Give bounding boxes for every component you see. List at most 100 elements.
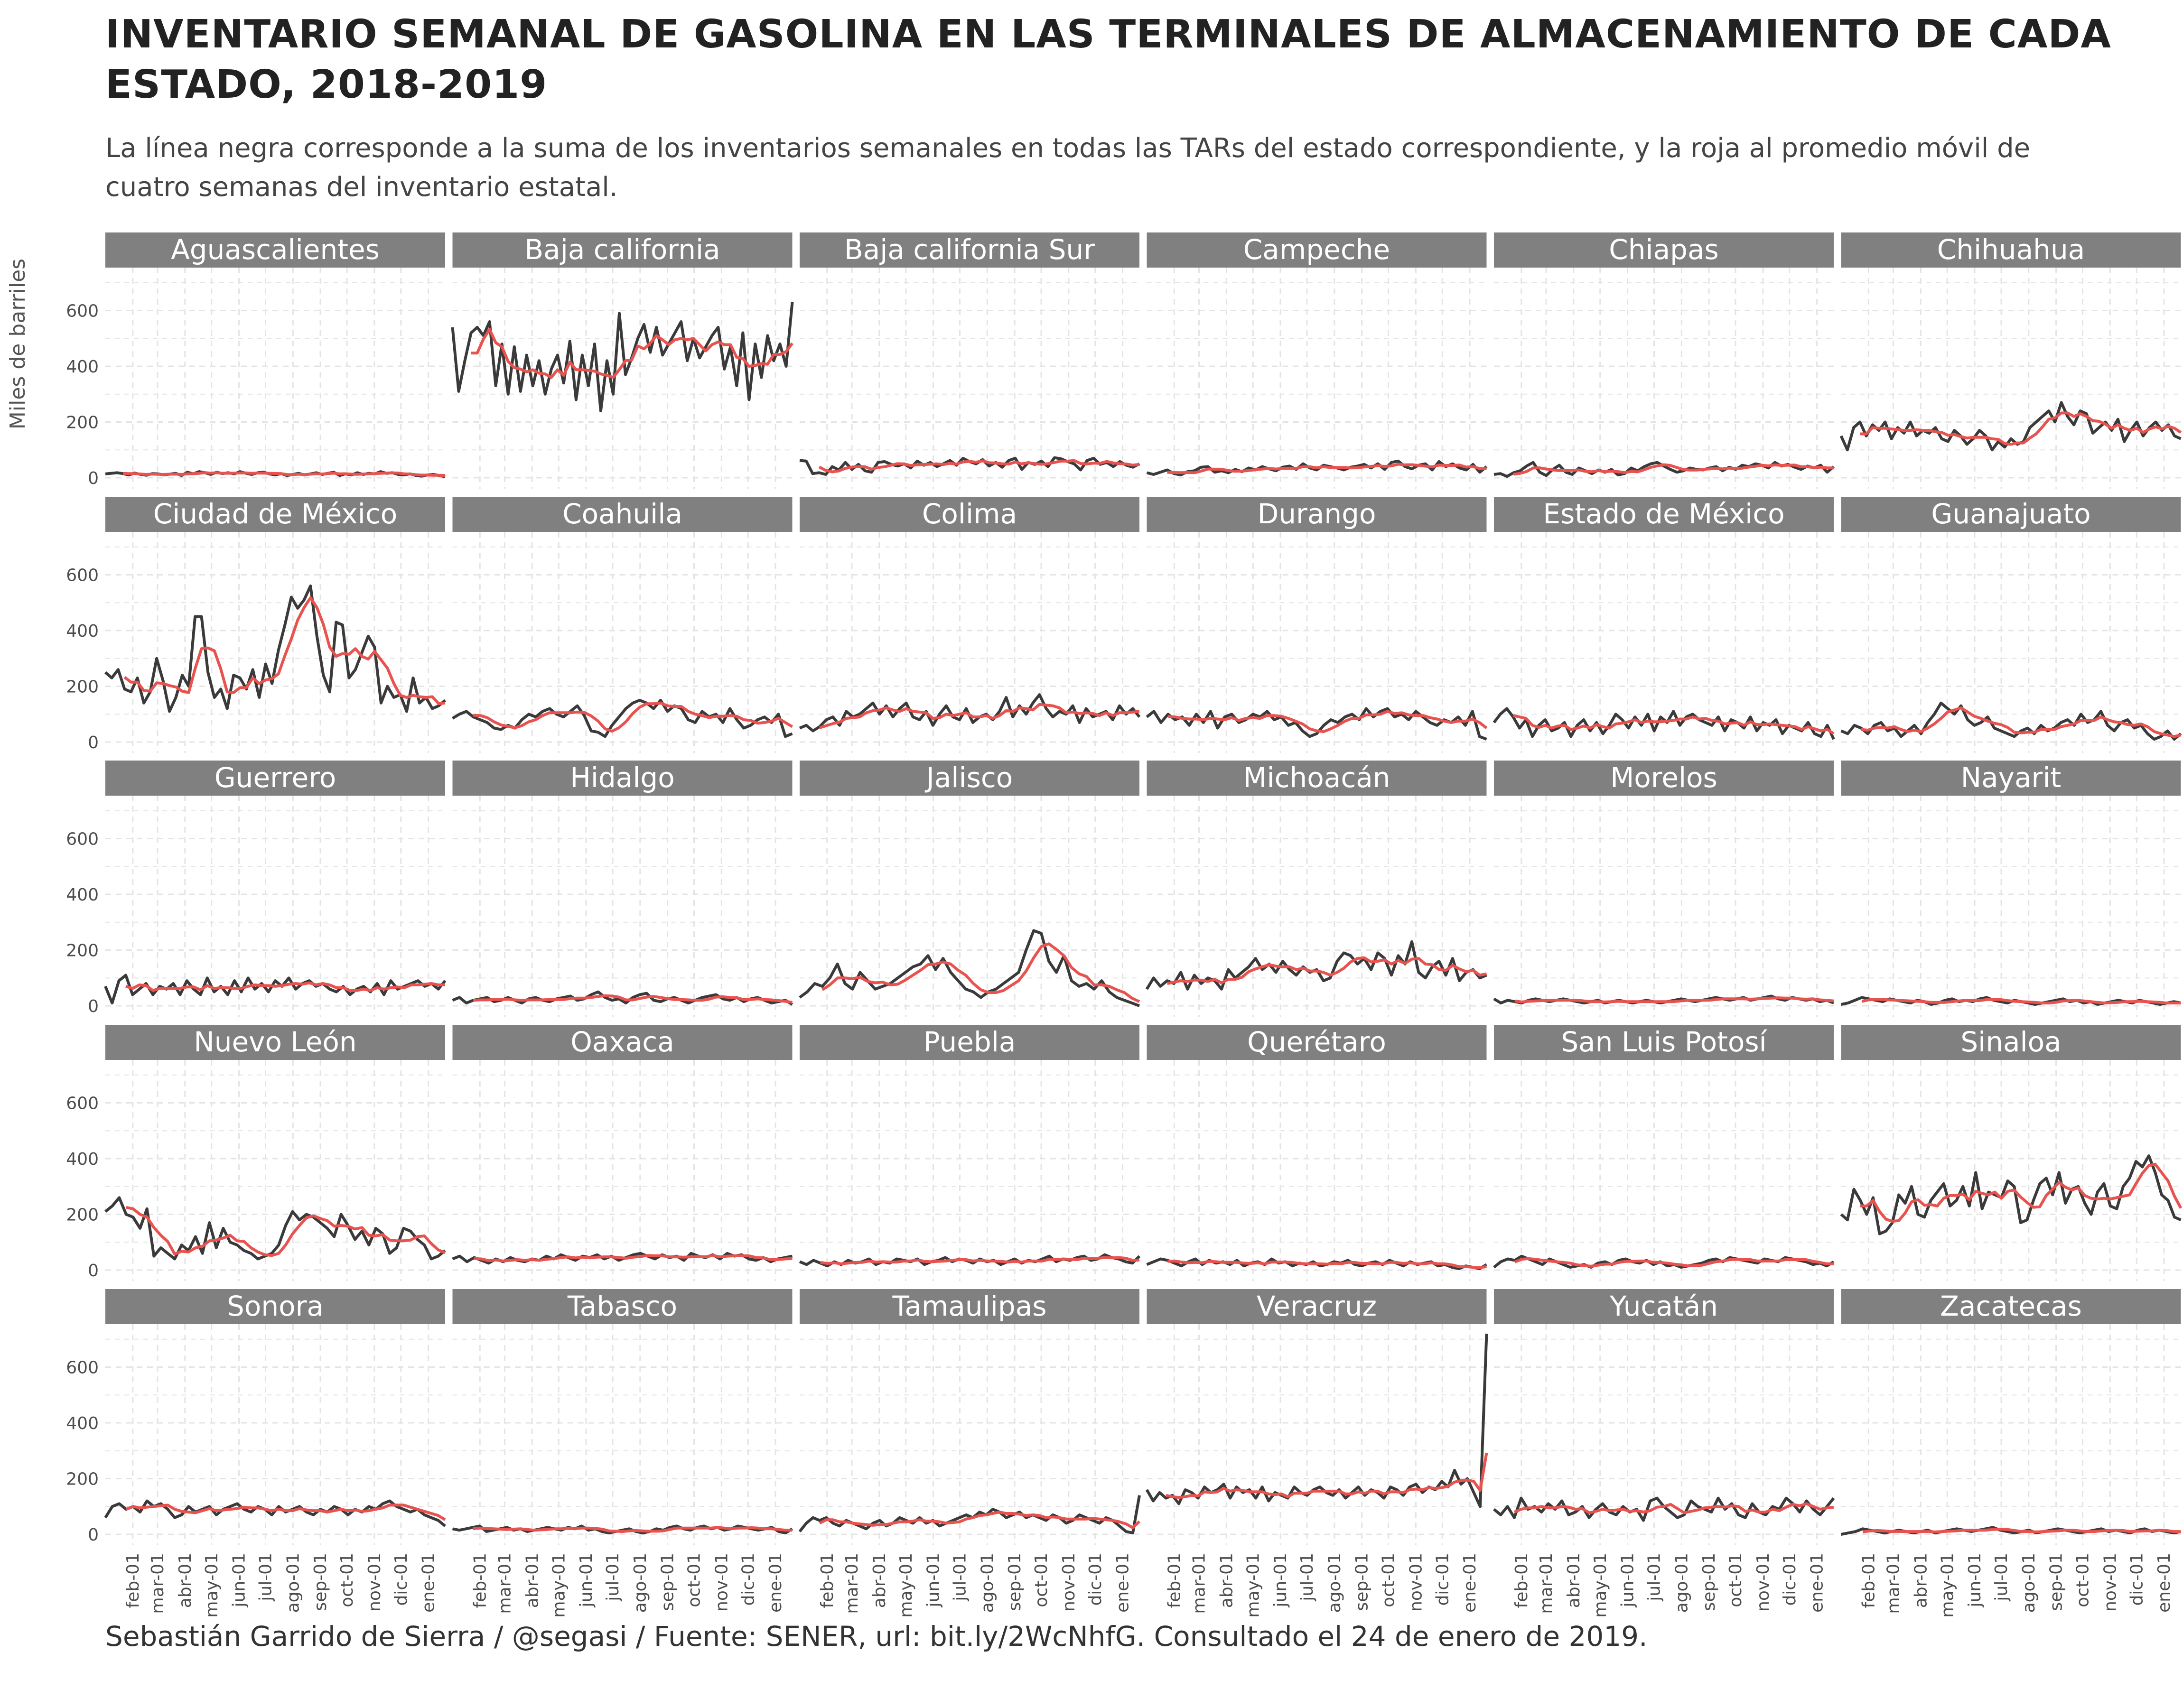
- x-tick-label: sep-01: [1353, 1553, 1372, 1611]
- x-tick-label: jul-01: [1992, 1553, 2011, 1602]
- facet-panel: Aguascalientes 0 200 400 600: [66, 232, 446, 489]
- y-tick-label: 600: [66, 1094, 99, 1114]
- facet-strip-label: Sinaloa: [1960, 1026, 2061, 1058]
- facet-strip-label: Querétaro: [1247, 1026, 1386, 1058]
- x-tick-label: abr-01: [1217, 1553, 1236, 1608]
- x-tick-label: mar-01: [1884, 1553, 1903, 1614]
- y-tick-label: 0: [88, 469, 99, 488]
- x-tick-label: ago-01: [1325, 1553, 1344, 1613]
- x-tick-label: feb-01: [123, 1553, 143, 1608]
- moving-average-line: [125, 1504, 446, 1521]
- facet-strip-label: Guerrero: [215, 761, 336, 794]
- facet-strip: [1841, 497, 2181, 532]
- x-tick-label: sep-01: [1005, 1553, 1025, 1611]
- facet-strip-label: Colima: [922, 498, 1017, 530]
- facet-panel: Coahuila: [451, 497, 793, 753]
- facet-panel: Yucatán feb-01 mar-01 abr-01 may-01 jun-01 jul…: [1493, 1289, 1835, 1618]
- x-tick-label: ago-01: [2019, 1553, 2039, 1613]
- x-tick-label: nov-01: [2100, 1553, 2120, 1612]
- facet-strip: [452, 761, 793, 796]
- facet-panel: Sonora 0 200 400 600 feb-01 mar-01 abr-01 may-01…: [66, 1289, 446, 1618]
- facet-strip-label: Ciudad de México: [153, 498, 397, 530]
- x-tick-label: dic-01: [392, 1553, 411, 1606]
- facet-strip-label: Oaxaca: [570, 1026, 674, 1058]
- facet-strip: [1147, 232, 1487, 268]
- facet-panel: Hidalgo: [452, 761, 793, 1017]
- facet-strip-label: Guanajuato: [1931, 498, 2090, 530]
- facet-panel: Tamaulipas feb-01 mar-01 abr-01 may-01 jun-01…: [798, 1289, 1141, 1618]
- y-tick-label: 200: [66, 941, 99, 961]
- moving-average-line: [122, 471, 446, 477]
- x-tick-label: dic-01: [2127, 1553, 2146, 1606]
- facet-panel: Guerrero 0 200 400 600: [66, 761, 447, 1017]
- x-tick-label: feb-01: [1512, 1553, 1531, 1608]
- moving-average-line: [1514, 996, 1834, 1003]
- facet-strip: [800, 761, 1139, 796]
- weekly-inventory-line: [799, 929, 1140, 1007]
- facet-strip-label: Baja california: [524, 233, 720, 266]
- moving-average-line: [471, 328, 793, 379]
- moving-average-line: [125, 981, 445, 992]
- facet-strip: [452, 497, 793, 532]
- x-tick-label: dic-01: [1433, 1553, 1452, 1606]
- facet-strip: [1147, 761, 1487, 796]
- x-tick-label: feb-01: [470, 1553, 490, 1608]
- y-tick-label: 600: [66, 1358, 99, 1378]
- y-tick-label: 600: [66, 302, 99, 321]
- facet-strip: [800, 1025, 1139, 1060]
- facet-panel: Querétaro: [1146, 1025, 1488, 1281]
- facet-strip-label: Aguascalientes: [171, 233, 380, 266]
- x-tick-label: mar-01: [148, 1553, 168, 1614]
- weekly-inventory-line: [1839, 401, 2182, 452]
- y-axis-label: Miles de barriles: [6, 259, 30, 429]
- weekly-inventory-line: [1146, 707, 1487, 741]
- facet-panel: Chihuahua: [1839, 232, 2182, 489]
- facet-panel: Colima: [799, 497, 1141, 753]
- facet-strip-label: Jalisco: [925, 761, 1013, 794]
- facet-panel: Campeche: [1146, 232, 1488, 489]
- y-tick-label: 0: [88, 1525, 99, 1545]
- x-tick-label: may-01: [202, 1553, 222, 1618]
- moving-average-line: [1862, 1528, 2181, 1533]
- x-tick-label: jun-01: [577, 1553, 596, 1607]
- weekly-inventory-line: [1840, 701, 2182, 741]
- facet-strip: [105, 497, 445, 532]
- x-tick-label: abr-01: [1564, 1553, 1584, 1608]
- facet-strip-label: Chihuahua: [1937, 233, 2085, 266]
- x-tick-label: nov-01: [712, 1553, 731, 1612]
- facet-panel: Puebla: [799, 1025, 1141, 1281]
- facet-strip-label: Tabasco: [567, 1290, 677, 1322]
- x-tick-label: may-01: [1591, 1553, 1610, 1618]
- weekly-inventory-line: [1493, 707, 1835, 740]
- moving-average-line: [473, 994, 793, 1004]
- x-tick-label: jul-01: [1644, 1553, 1664, 1602]
- y-tick-label: 200: [66, 1206, 99, 1225]
- x-tick-label: ene-01: [1460, 1553, 1480, 1613]
- facet-strip-label: Morelos: [1610, 761, 1717, 794]
- y-tick-label: 400: [66, 1414, 99, 1433]
- moving-average-line: [819, 1511, 1141, 1529]
- moving-average-line: [1166, 956, 1487, 985]
- x-tick-label: jul-01: [950, 1553, 970, 1602]
- x-tick-label: nov-01: [1059, 1553, 1079, 1612]
- y-tick-label: 400: [66, 622, 99, 641]
- x-tick-label: ago-01: [283, 1553, 303, 1613]
- facet-panel: San Luis Potosí: [1493, 1025, 1835, 1281]
- x-tick-label: may-01: [1938, 1553, 1957, 1618]
- x-tick-label: ago-01: [978, 1553, 997, 1613]
- moving-average-line: [1512, 714, 1835, 735]
- x-tick-label: jun-01: [230, 1553, 249, 1607]
- weekly-inventory-line: [104, 1196, 446, 1261]
- facet-strip-label: Veracruz: [1257, 1290, 1377, 1322]
- x-tick-label: nov-01: [1406, 1553, 1426, 1612]
- facet-panel: Durango: [1146, 497, 1488, 753]
- facet-strip-label: Baja california Sur: [844, 233, 1095, 266]
- facet-strip-label: Durango: [1258, 498, 1376, 530]
- x-tick-label: nov-01: [1754, 1553, 1773, 1612]
- facet-strip: [800, 497, 1139, 532]
- facet-strip-label: Michoacán: [1243, 761, 1390, 794]
- x-tick-label: oct-01: [2073, 1553, 2093, 1607]
- chart-title: INVENTARIO SEMANAL DE GASOLINA EN LAS TE…: [105, 12, 2111, 107]
- x-tick-label: mar-01: [842, 1553, 862, 1614]
